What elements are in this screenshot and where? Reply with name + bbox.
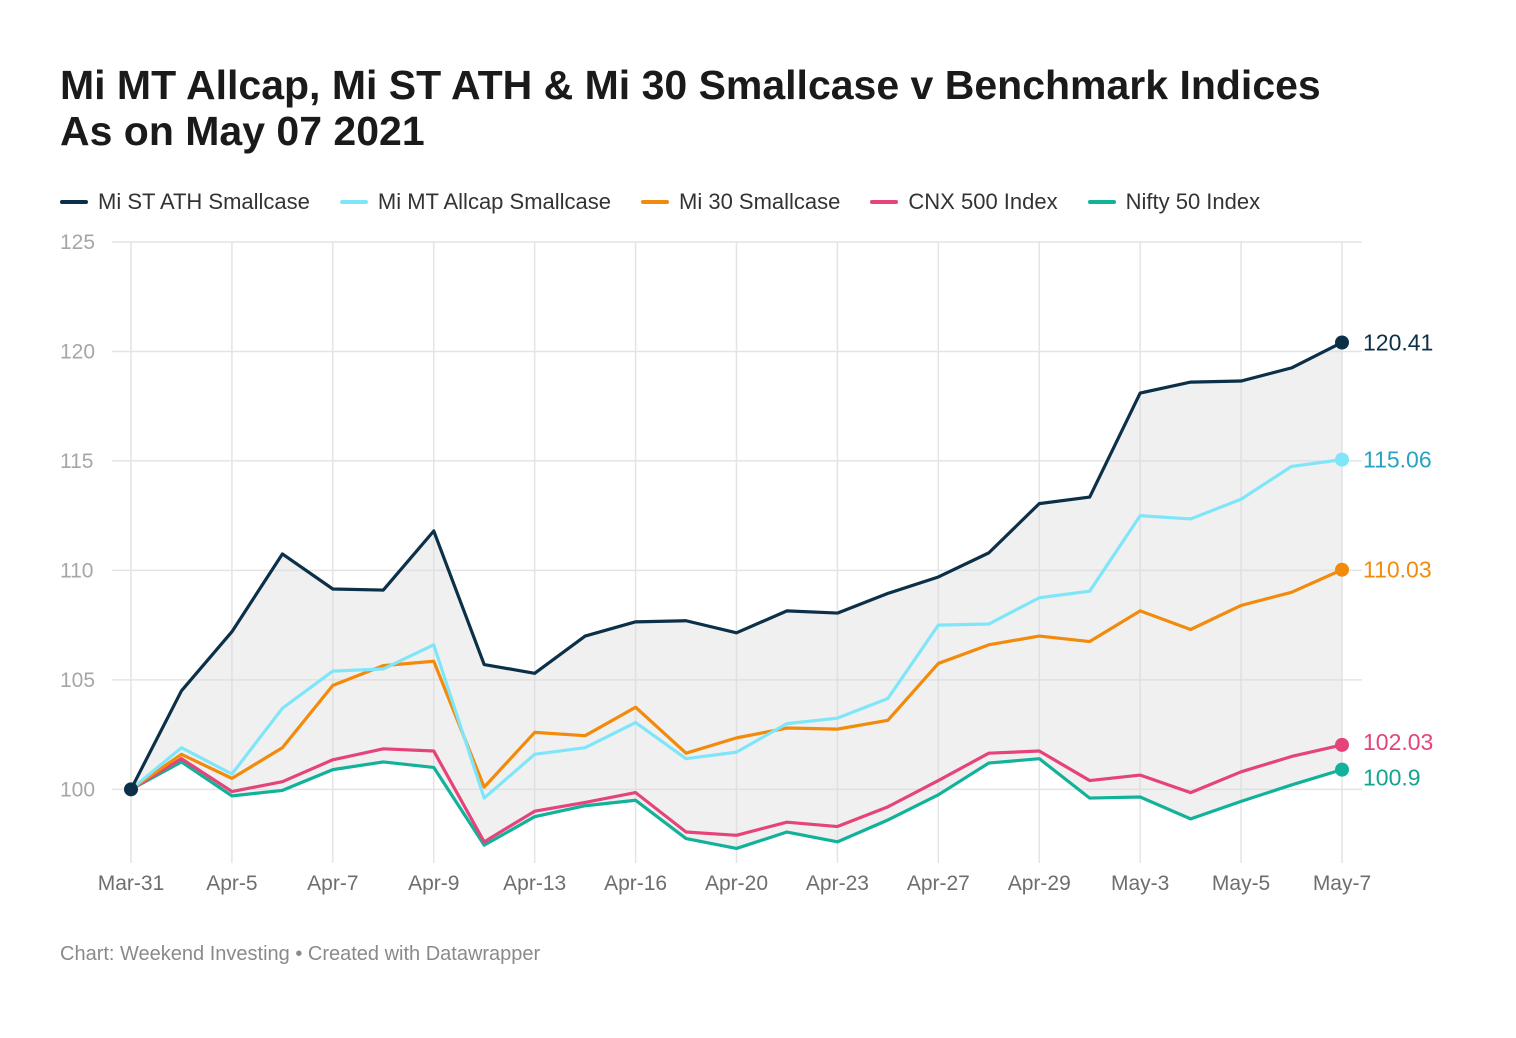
y-tick-label: 115 xyxy=(60,450,93,473)
legend-swatch xyxy=(870,200,899,204)
legend-item-0: Mi ST ATH Smallcase xyxy=(60,189,310,215)
legend-label: Mi MT Allcap Smallcase xyxy=(377,189,612,214)
legend-swatch xyxy=(60,200,88,204)
series-line-3 xyxy=(129,743,1344,844)
legend-item-4: Nifty 50 Index xyxy=(1087,189,1261,215)
legend-swatch xyxy=(641,200,670,204)
x-tick-label: May-3 xyxy=(1111,872,1169,895)
x-tick-label: Apr-5 xyxy=(206,872,257,895)
series-end-point-1 xyxy=(1335,452,1349,467)
series-end-label-3: 102.03 xyxy=(1363,729,1433,755)
x-tick-label: Apr-16 xyxy=(604,872,667,895)
y-tick-label: 110 xyxy=(60,559,93,582)
legend-item-3: CNX 500 Index xyxy=(870,189,1058,215)
y-tick-label: 100 xyxy=(60,778,95,801)
y-tick-label: 105 xyxy=(60,669,95,692)
series-end-label-0: 120.41 xyxy=(1363,329,1433,355)
legend-swatch xyxy=(1087,200,1116,204)
series-end-point-0 xyxy=(1335,335,1349,350)
series-end-label-2: 110.03 xyxy=(1363,557,1432,583)
series-line-4 xyxy=(129,757,1344,851)
x-tick-label: Apr-29 xyxy=(1008,872,1071,895)
x-tick-label: Apr-27 xyxy=(907,872,970,895)
series-end-point-2 xyxy=(1335,562,1349,577)
y-tick-label: 120 xyxy=(60,340,95,363)
series-start-point xyxy=(124,782,138,797)
x-tick-label: Apr-23 xyxy=(806,872,869,895)
series-end-label-1: 115.06 xyxy=(1363,447,1432,473)
series-line-2 xyxy=(129,568,1344,791)
series-end-label-4: 100.9 xyxy=(1363,765,1421,791)
series-end-point-3 xyxy=(1335,737,1349,752)
x-tick-label: Apr-9 xyxy=(408,872,459,895)
x-tick-label: Apr-13 xyxy=(503,872,566,895)
chart-legend: Mi ST ATH Smallcase Mi MT Allcap Smallcas… xyxy=(60,186,1290,218)
x-tick-label: Mar-31 xyxy=(98,872,165,895)
series-line-0 xyxy=(129,340,1344,791)
series-end-point-4 xyxy=(1335,762,1349,777)
legend-item-2: Mi 30 Smallcase xyxy=(641,189,840,215)
chart-title: Mi MT Allcap, Mi ST ATH & Mi 30 Smallcas… xyxy=(60,62,1480,154)
chart-title-line-2: As on May 07 2021 xyxy=(60,108,425,154)
legend-item-1: Mi MT Allcap Smallcase xyxy=(339,189,612,215)
legend-label: Mi ST ATH Smallcase xyxy=(98,189,310,214)
legend-label: CNX 500 Index xyxy=(908,189,1058,214)
legend-label: Mi 30 Smallcase xyxy=(679,189,841,214)
y-tick-label: 125 xyxy=(60,231,95,254)
series-line-1 xyxy=(129,458,1344,800)
x-tick-label: May-5 xyxy=(1212,872,1270,895)
legend-label: Nifty 50 Index xyxy=(1125,189,1261,214)
x-tick-label: Apr-7 xyxy=(307,872,358,895)
x-tick-label: Apr-20 xyxy=(705,872,768,895)
range-area xyxy=(131,342,1342,849)
chart-footer: Chart: Weekend Investing • Created with … xyxy=(60,943,541,965)
chart-title-line-1: Mi MT Allcap, Mi ST ATH & Mi 30 Smallcas… xyxy=(60,62,1321,108)
x-tick-label: May-7 xyxy=(1313,872,1371,895)
legend-swatch xyxy=(339,200,368,204)
